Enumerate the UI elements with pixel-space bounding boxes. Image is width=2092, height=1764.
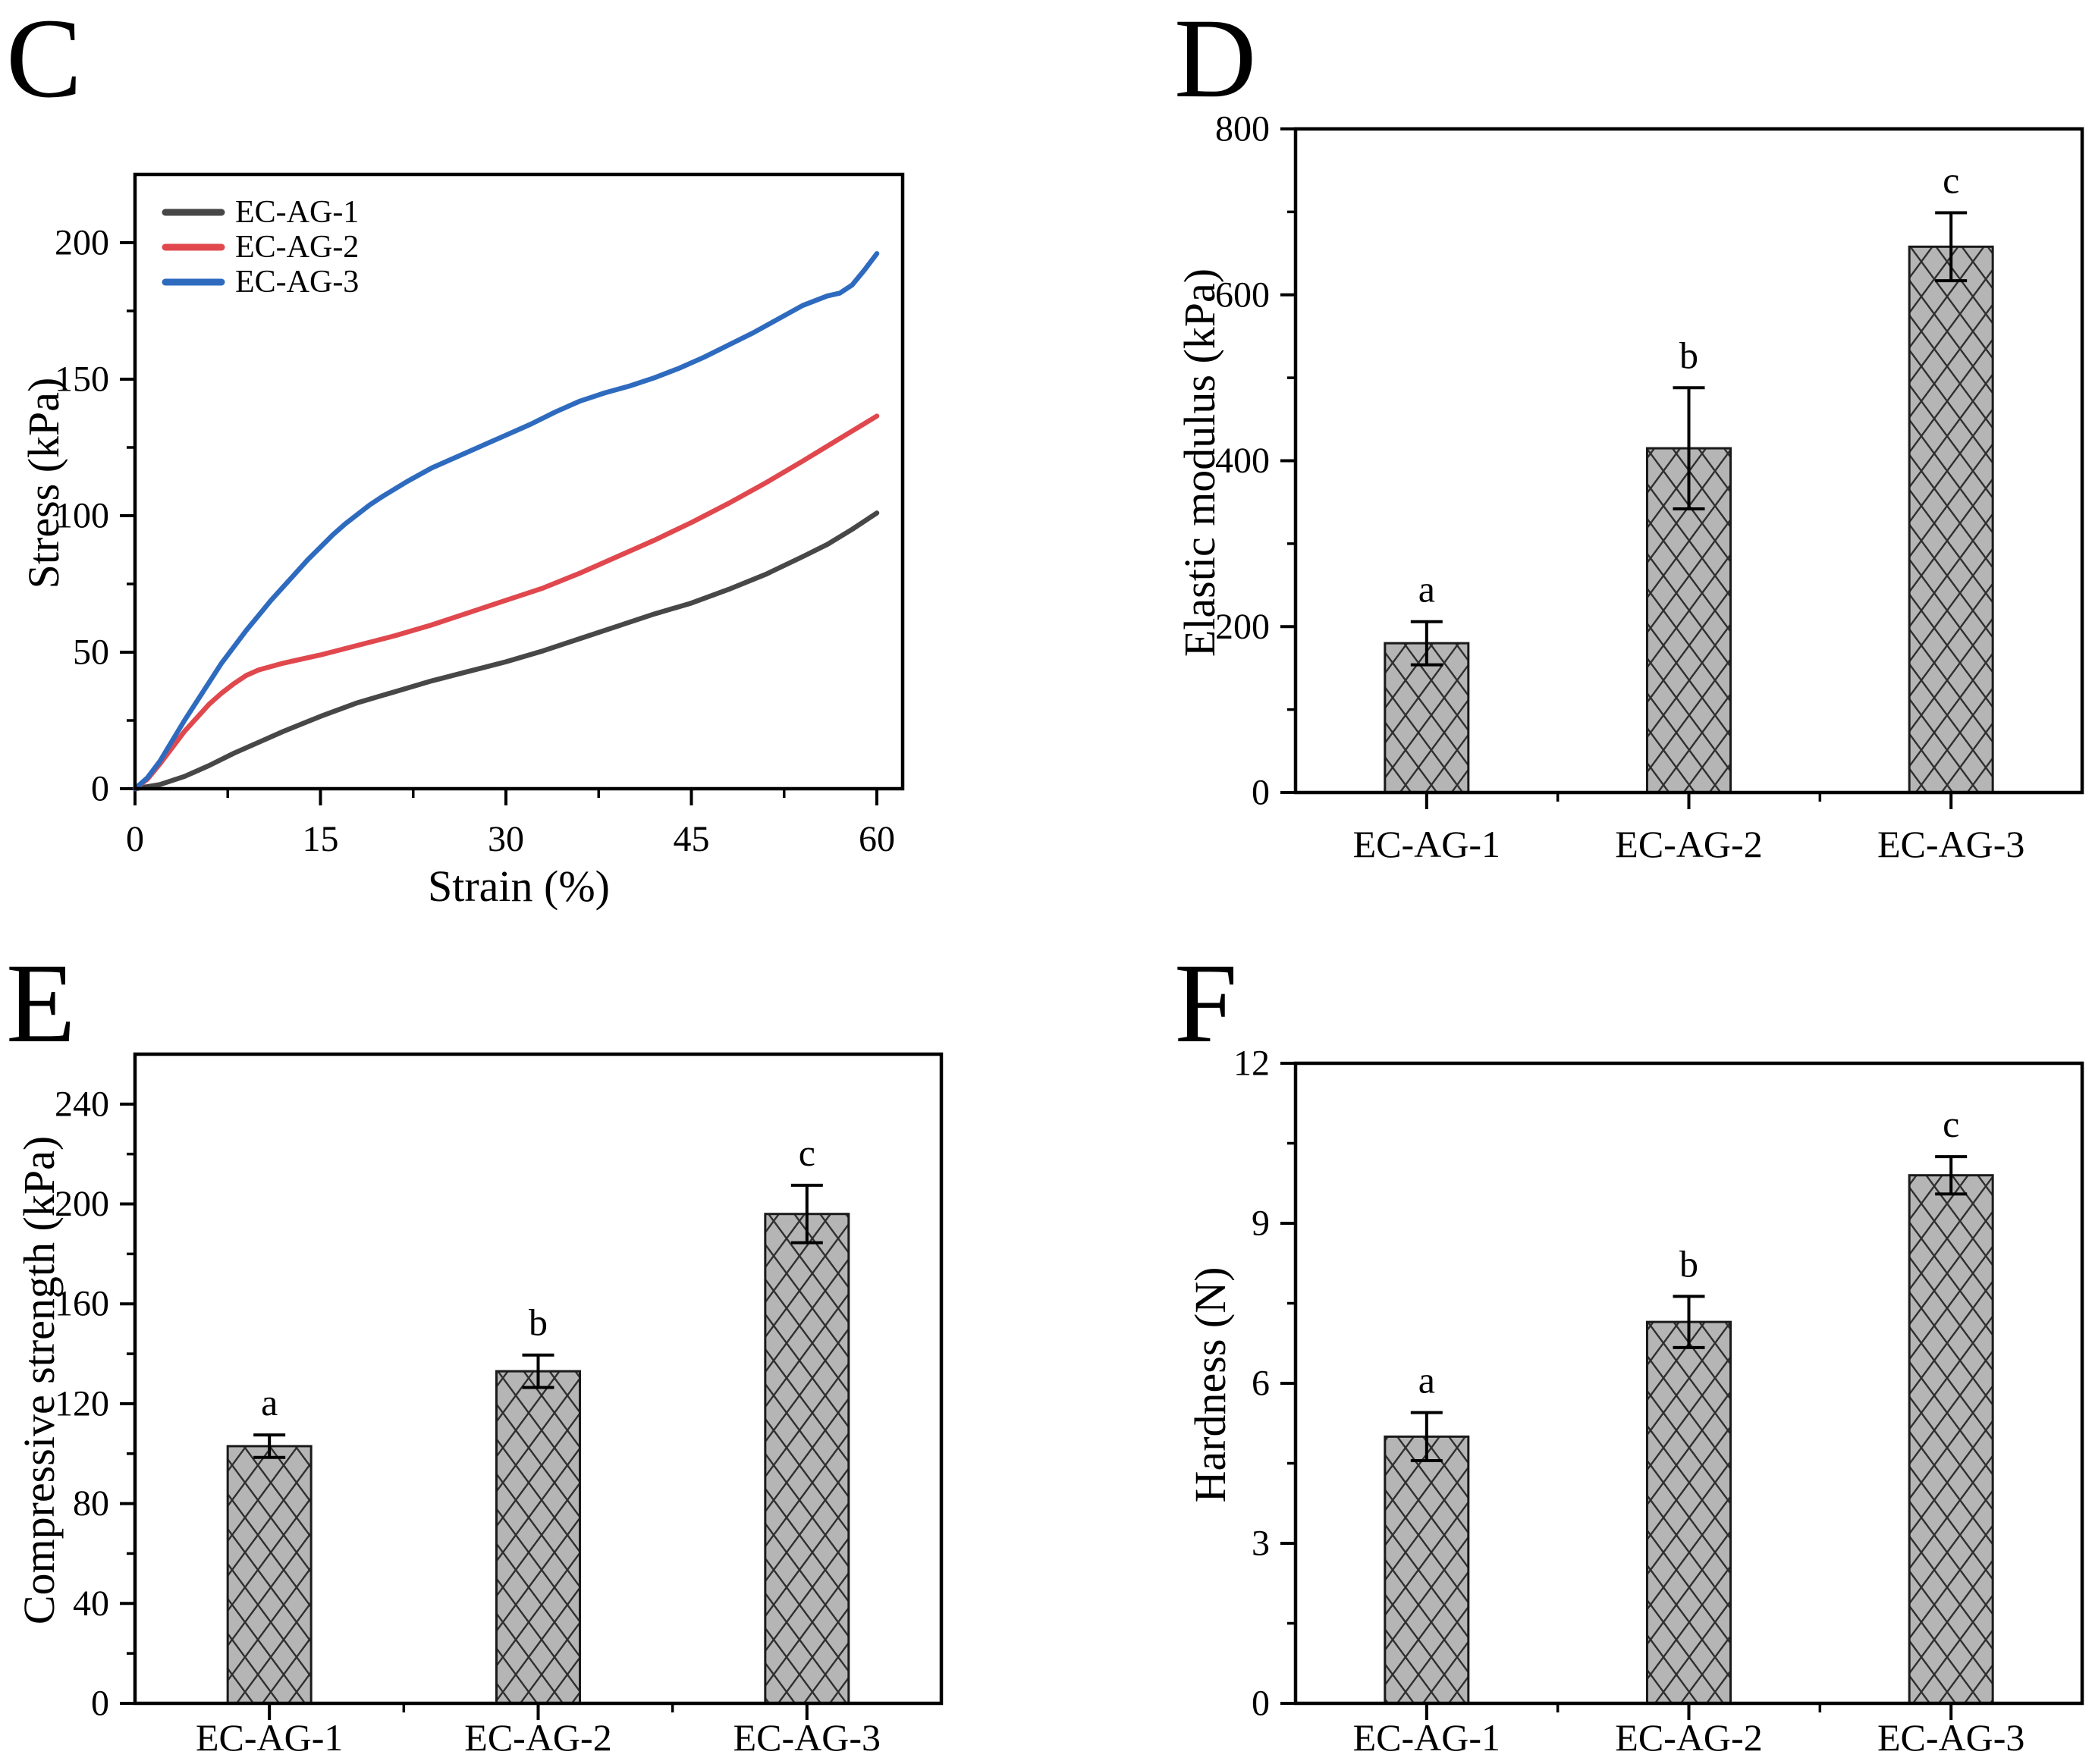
y-axis-tick-label: 150 [55,359,109,400]
x-axis-category-label: EC-AG-1 [1353,1716,1500,1756]
plot-frame [1293,1061,2084,1706]
significance-letter: a [1418,568,1435,610]
x-axis-category-label: EC-AG-3 [1877,823,2024,865]
y-axis-tick-label: 200 [55,1184,109,1224]
y-axis-tick-label: 80 [73,1483,109,1524]
series-line-ec-ag-3 [132,251,880,792]
y-axis-tick-label: 200 [55,223,109,263]
y-axis-tick-label: 0 [91,769,109,809]
significance-letter: b [529,1301,548,1344]
y-axis-tick-label: 100 [55,496,109,536]
panel-c-letter: C [6,0,83,121]
bar-ec-ag-3 [1908,245,1994,794]
x-axis-category-label: EC-AG-2 [1615,1716,1762,1756]
x-axis-category-label: EC-AG-1 [1353,823,1500,865]
panel-f-letter: F [1174,940,1238,1066]
y-axis-tick-label: 6 [1252,1364,1270,1404]
bar-ec-ag-1 [226,1445,313,1705]
bar-ec-ag-2 [1646,1320,1732,1705]
panel-d-plot: 0 200 400 600 800 EC-AG-1 a EC-AG-2 b EC-AG-3 c [1215,109,2084,865]
legend-label-ec-ag-2: EC-AG-2 [235,230,359,265]
panel-e-letter: E [6,940,76,1066]
x-axis-category-label: EC-AG-1 [196,1716,343,1756]
series-line-ec-ag-2 [132,413,880,792]
x-axis-category-label: EC-AG-3 [733,1716,881,1756]
y-axis-tick-label: 50 [73,632,109,673]
bar-ec-ag-3 [1908,1174,1994,1705]
y-axis-tick-label: 12 [1233,1044,1270,1084]
y-axis-tick-label: 9 [1252,1204,1270,1244]
y-axis-tick-label: 160 [55,1284,109,1324]
panel-d-letter: D [1174,0,1257,121]
y-axis-tick-label: 120 [55,1383,109,1423]
y-axis-tick-label: 40 [73,1584,109,1624]
x-axis-tick-label: 15 [303,819,339,859]
significance-letter: b [1679,1242,1698,1285]
significance-letter: b [1679,334,1698,376]
y-axis-tick-label: 800 [1215,109,1270,149]
x-axis-tick-label: 30 [488,819,524,859]
y-axis-tick-label: 3 [1252,1524,1270,1564]
x-axis-tick-label: 45 [674,819,710,859]
x-axis-tick-label: 60 [859,819,895,859]
plot-frame [1293,127,2084,795]
y-axis-tick-label: 200 [1215,607,1270,647]
legend-label-ec-ag-1: EC-AG-1 [235,195,359,230]
panel-c-plot: 0 50 100 150 200 0 15 30 45 60 EC-AG-1EC-AG-2EC-AG… [55,172,905,859]
series-line-ec-ag-1 [132,510,880,792]
x-axis-category-label: EC-AG-3 [1877,1716,2024,1756]
y-axis-tick-label: 0 [91,1684,109,1724]
panel-f-plot: 0 3 6 9 12 EC-AG-1 a EC-AG-2 b EC-AG-3 c [1233,1044,2084,1756]
plot-frame [133,1052,944,1706]
y-axis-tick-label: 0 [1252,773,1270,813]
legend-label-ec-ag-3: EC-AG-3 [235,265,359,300]
significance-letter: c [1943,1103,1959,1145]
bar-ec-ag-1 [1384,1435,1470,1705]
y-axis-tick-label: 600 [1215,275,1270,315]
panel-c-x-axis-title: Strain (%) [428,862,610,911]
y-axis-tick-label: 400 [1215,441,1270,481]
bar-ec-ag-3 [764,1213,850,1705]
x-axis-category-label: EC-AG-2 [464,1716,611,1756]
plot-frame [133,172,905,791]
significance-letter: c [799,1132,815,1174]
panel-e-plot: 0 40 80 120 160 200 240 EC-AG-1 a EC-AG-2 b EC-AG-3… [55,1052,944,1756]
significance-letter: a [261,1381,278,1423]
significance-letter: a [1418,1359,1435,1401]
y-axis-tick-label: 0 [1252,1684,1270,1724]
x-axis-tick-label: 0 [126,819,144,859]
x-axis-category-label: EC-AG-2 [1615,823,1762,865]
y-axis-tick-label: 240 [55,1084,109,1124]
bar-ec-ag-2 [495,1370,581,1705]
significance-letter: c [1943,159,1959,201]
